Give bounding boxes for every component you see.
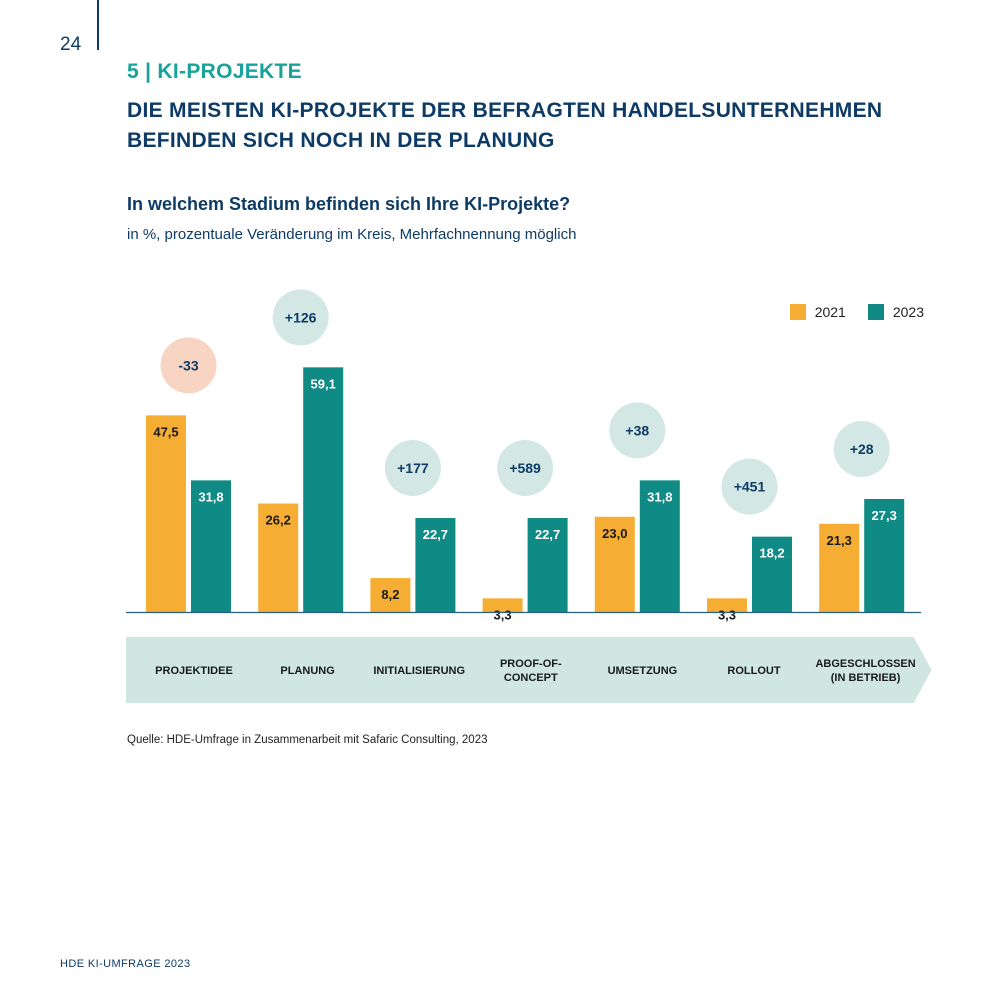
data-label-2021-7: 21,3 bbox=[827, 533, 852, 548]
chart-question: In welchem Stadium befinden sich Ihre KI… bbox=[127, 194, 571, 214]
headline-line-2: BEFINDEN SICH NOCH IN DER PLANUNG bbox=[127, 129, 555, 152]
bar-2021-5 bbox=[594, 516, 635, 612]
chart-subtitle: in %, prozentuale Veränderung im Kreis, … bbox=[127, 226, 577, 243]
legend-label-2021: 2021 bbox=[814, 304, 846, 320]
page-rule bbox=[97, 0, 99, 50]
change-circle-3 bbox=[384, 440, 441, 497]
source-note: Quelle: HDE-Umfrage in Zusammenarbeit mi… bbox=[127, 734, 488, 746]
data-label-2023-3: 22,7 bbox=[423, 527, 448, 542]
change-label-3: +177 bbox=[397, 460, 429, 476]
stage-label-1: PROJEKTIDEE bbox=[155, 665, 233, 677]
stage-arrow-1 bbox=[126, 637, 262, 703]
legend-item-2021: 2021 bbox=[789, 304, 846, 320]
stage-label-6: ROLLOUT bbox=[727, 665, 780, 677]
legend-swatch-2023 bbox=[867, 304, 884, 320]
stage-label-5: UMSETZUNG bbox=[608, 665, 678, 677]
data-label-2023-7: 27,3 bbox=[872, 508, 897, 523]
bar-2021-6 bbox=[707, 598, 747, 612]
legend-swatch-2021 bbox=[789, 304, 806, 320]
change-label-7: +28 bbox=[850, 441, 874, 457]
data-label-2021-4: 3,3 bbox=[494, 607, 512, 622]
change-label-5: +38 bbox=[625, 422, 649, 438]
stage-label-3: INITIALISIERUNG bbox=[373, 665, 465, 677]
data-label-2023-2: 59,1 bbox=[311, 376, 336, 391]
data-label-2021-3: 8,2 bbox=[381, 587, 399, 602]
data-label-2023-5: 31,8 bbox=[647, 489, 672, 504]
legend-item-2023: 2023 bbox=[867, 304, 924, 320]
bar-2021-3 bbox=[370, 578, 411, 612]
stage-label-4-line-2: CONCEPT bbox=[504, 672, 558, 684]
stage-arrow-7 bbox=[795, 637, 932, 703]
bar-2023-4 bbox=[527, 518, 568, 612]
stage-label-7-line-2: (IN BETRIEB) bbox=[831, 672, 901, 684]
change-label-1: -33 bbox=[178, 357, 198, 373]
headline: DIE MEISTEN KI-PROJEKTE DER BEFRAGTEN HA… bbox=[127, 96, 887, 156]
bar-2021-7 bbox=[819, 523, 860, 612]
chart-legend: 2021 2023 bbox=[789, 304, 924, 320]
bar-2021-1 bbox=[146, 415, 186, 612]
data-label-2021-6: 3,3 bbox=[718, 607, 736, 622]
change-label-4: +589 bbox=[509, 460, 541, 476]
stage-label-2: PLANUNG bbox=[280, 665, 334, 677]
section-label: 5 | KI-PROJEKTE bbox=[127, 60, 302, 83]
data-label-2021-5: 23,0 bbox=[602, 526, 627, 541]
change-circle-2 bbox=[272, 289, 329, 346]
stage-arrow-6 bbox=[684, 637, 820, 703]
bar-2023-3 bbox=[415, 518, 456, 612]
bar-2021-2 bbox=[258, 503, 299, 612]
stage-label-4-line-1: PROOF-OF- bbox=[500, 658, 562, 670]
page-footer: HDE KI-UMFRAGE 2023 bbox=[60, 958, 191, 970]
stage-arrow-3 bbox=[349, 637, 486, 703]
change-circle-1 bbox=[160, 337, 217, 394]
bar-2021-4 bbox=[482, 598, 523, 612]
bar-2023-5 bbox=[639, 480, 680, 612]
stage-arrow-4 bbox=[460, 637, 597, 703]
page-number: 24 bbox=[60, 34, 82, 55]
change-circle-7 bbox=[833, 420, 890, 477]
change-circle-6 bbox=[721, 458, 778, 515]
data-label-2021-2: 26,2 bbox=[266, 513, 291, 528]
bar-2023-7 bbox=[864, 498, 905, 612]
data-label-2023-6: 18,2 bbox=[759, 546, 784, 561]
stage-label-7-line-1: ABGESCHLOSSEN bbox=[815, 658, 915, 670]
stage-arrow-2 bbox=[237, 637, 374, 703]
bar-2023-2 bbox=[303, 367, 344, 612]
change-circle-5 bbox=[609, 402, 666, 459]
stage-arrow-5 bbox=[572, 637, 709, 703]
change-label-6: +451 bbox=[734, 479, 766, 495]
change-circle-4 bbox=[497, 440, 554, 497]
change-label-2: +126 bbox=[285, 309, 317, 325]
legend-label-2023: 2023 bbox=[892, 304, 924, 320]
bar-2023-6 bbox=[752, 536, 792, 612]
data-label-2023-4: 22,7 bbox=[535, 527, 560, 542]
data-label-2021-1: 47,5 bbox=[153, 424, 178, 439]
bar-2023-1 bbox=[191, 480, 231, 612]
data-label-2023-1: 31,8 bbox=[198, 489, 223, 504]
headline-line-1: DIE MEISTEN KI-PROJEKTE DER BEFRAGTEN HA… bbox=[127, 99, 883, 122]
